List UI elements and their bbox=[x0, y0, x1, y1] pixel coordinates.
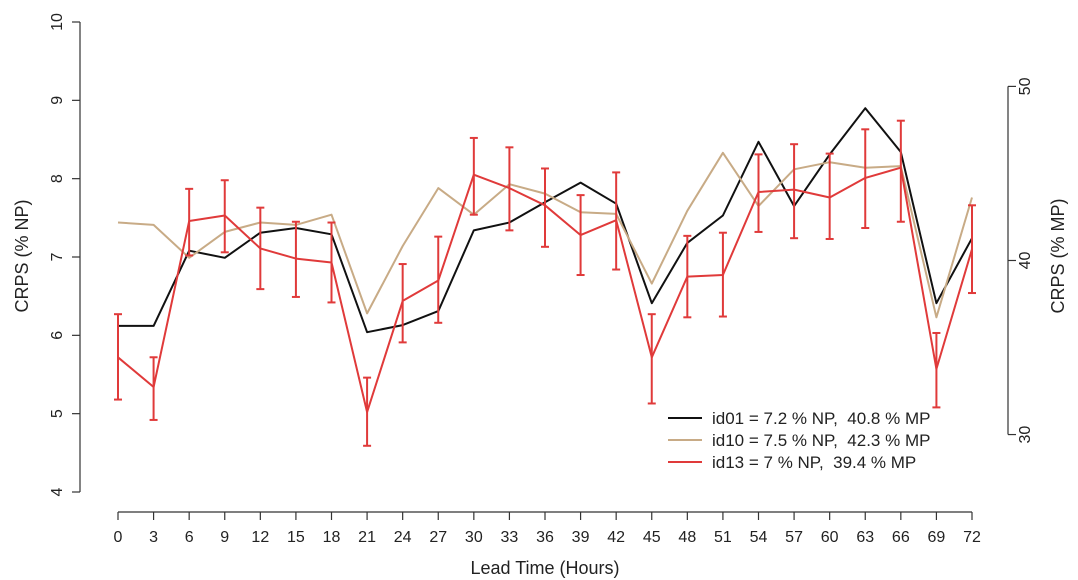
x-tick-label: 69 bbox=[928, 529, 946, 546]
x-tick-label: 54 bbox=[750, 529, 768, 546]
x-tick-label: 48 bbox=[678, 529, 696, 546]
x-tick-label: 33 bbox=[501, 529, 519, 546]
x-tick-label: 66 bbox=[892, 529, 910, 546]
y-axis-label-right: CRPS (% MP) bbox=[1048, 198, 1068, 313]
y-tick-label-left: 9 bbox=[49, 96, 66, 105]
y-tick-label-left: 5 bbox=[49, 409, 66, 418]
x-tick-label: 51 bbox=[714, 529, 732, 546]
x-tick-label: 39 bbox=[572, 529, 590, 546]
y-tick-label-left: 6 bbox=[49, 331, 66, 340]
x-tick-label: 36 bbox=[536, 529, 554, 546]
x-tick-label: 0 bbox=[114, 529, 123, 546]
x-tick-label: 3 bbox=[149, 529, 158, 546]
y-axis-label-left: CRPS (% NP) bbox=[12, 199, 32, 312]
x-tick-label: 9 bbox=[220, 529, 229, 546]
y-axis-right: 30 40 50 bbox=[1007, 77, 1034, 444]
y-tick-label-right: 50 bbox=[1017, 77, 1034, 95]
y-axis-left: 4 5 6 7 8 9 10 bbox=[49, 13, 81, 496]
x-tick-label: 21 bbox=[358, 529, 376, 546]
x-axis-label: Lead Time (Hours) bbox=[470, 558, 619, 578]
x-tick-label: 15 bbox=[287, 529, 305, 546]
x-tick-label: 6 bbox=[185, 529, 194, 546]
x-tick-label: 72 bbox=[963, 529, 981, 546]
x-tick-label: 63 bbox=[856, 529, 874, 546]
legend-label: id13 = 7 % NP, 39.4 % MP bbox=[712, 453, 916, 472]
y-tick-label-right: 40 bbox=[1017, 251, 1034, 269]
x-tick-label: 18 bbox=[323, 529, 341, 546]
x-tick-label: 42 bbox=[607, 529, 625, 546]
x-tick-label: 24 bbox=[394, 529, 412, 546]
x-tick-label: 45 bbox=[643, 529, 661, 546]
x-tick-label: 57 bbox=[785, 529, 803, 546]
series-layer bbox=[114, 107, 976, 447]
y-tick-label-right: 30 bbox=[1017, 426, 1034, 444]
y-tick-label-left: 4 bbox=[49, 487, 66, 496]
legend: id01 = 7.2 % NP, 40.8 % MP id10 = 7.5 % N… bbox=[668, 409, 930, 472]
y-tick-label-left: 10 bbox=[49, 13, 66, 31]
y-tick-label-left: 8 bbox=[49, 174, 66, 183]
x-axis: 0 3 6 9 12 15 18 21 24 27 30 33 36 39 42 45 48 51 54 57 60 63… bbox=[114, 511, 981, 546]
y-tick-label-left: 7 bbox=[49, 252, 66, 261]
x-tick-label: 30 bbox=[465, 529, 483, 546]
legend-label: id01 = 7.2 % NP, 40.8 % MP bbox=[712, 409, 930, 428]
x-tick-label: 27 bbox=[429, 529, 447, 546]
legend-label: id10 = 7.5 % NP, 42.3 % MP bbox=[712, 431, 930, 450]
x-tick-label: 60 bbox=[821, 529, 839, 546]
x-tick-label: 12 bbox=[251, 529, 269, 546]
